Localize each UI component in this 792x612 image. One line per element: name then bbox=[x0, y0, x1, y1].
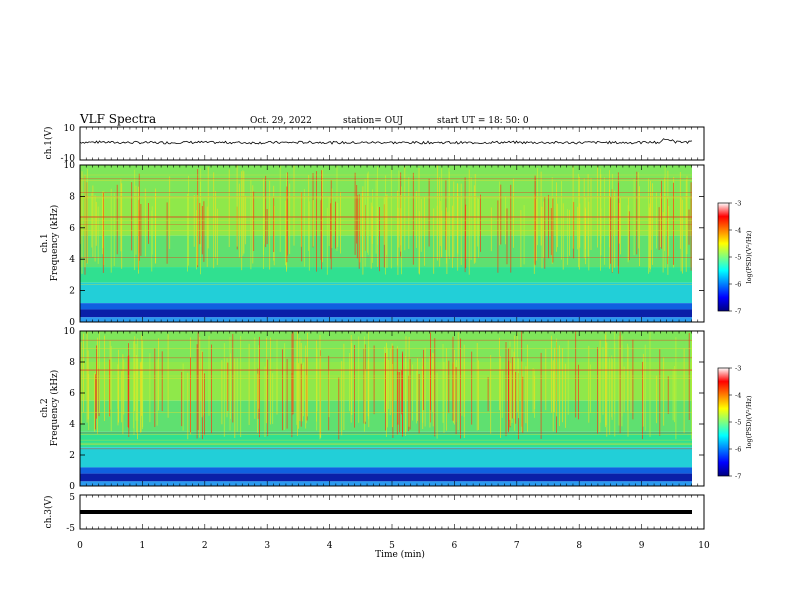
spectrogram-ytick: 4 bbox=[69, 420, 75, 430]
date-label: Oct. 29, 2022 bbox=[250, 116, 312, 126]
colorbar-tick-label: -7 bbox=[735, 473, 741, 481]
x-tick-label: 6 bbox=[452, 541, 458, 551]
spectrogram-ytick: 8 bbox=[69, 358, 75, 368]
spectrogram-ytick: 8 bbox=[69, 192, 75, 202]
ch1-ytick-top: 10 bbox=[64, 124, 76, 134]
ch2-colorbar-label: log(PSD)(V²/Hz) bbox=[745, 395, 753, 448]
x-tick-label: 9 bbox=[639, 541, 645, 551]
x-tick-label: 5 bbox=[389, 541, 395, 551]
ch2-colorbar-gradient bbox=[717, 367, 730, 477]
colorbar-tick-label: -4 bbox=[735, 392, 741, 400]
ch3-waveform-ylabel: ch.3(V) bbox=[43, 496, 54, 529]
spectrogram-ytick: 0 bbox=[69, 318, 75, 328]
ch2-spectrogram-ylabel-2: Frequency (kHz) bbox=[49, 370, 60, 447]
ch3-ytick-bottom: -5 bbox=[66, 524, 75, 534]
figure-title: VLF Spectra bbox=[79, 112, 156, 126]
ch1-waveform-line bbox=[79, 138, 693, 145]
x-tick-label: 10 bbox=[698, 541, 710, 551]
x-tick-label: 4 bbox=[327, 541, 333, 551]
colorbar-tick-label: -3 bbox=[735, 365, 741, 373]
x-tick-label: 1 bbox=[140, 541, 146, 551]
x-tick-label: 2 bbox=[202, 541, 208, 551]
ch2-colorbar: -3 -4 -5 -6 -7 log(PSD)(V²/Hz) bbox=[717, 365, 753, 481]
spectrogram-ytick: 10 bbox=[64, 161, 76, 171]
ch1-colorbar-label: log(PSD)(V²/Hz) bbox=[745, 230, 753, 283]
ch1-waveform-ylabel: ch.1(V) bbox=[43, 127, 54, 160]
ch1-colorbar: -3 -4 -5 -6 -7 log(PSD)(V²/Hz) bbox=[717, 200, 753, 316]
x-tick-label: 7 bbox=[514, 541, 520, 551]
colorbar-tick-label: -7 bbox=[735, 308, 741, 316]
colorbar-tick-label: -5 bbox=[735, 254, 741, 262]
station-label: station= OUJ bbox=[343, 116, 403, 126]
x-tick-label: 3 bbox=[264, 541, 270, 551]
colorbar-tick-label: -5 bbox=[735, 419, 741, 427]
colorbar-tick-label: -3 bbox=[735, 200, 741, 208]
colorbar-tick-label: -4 bbox=[735, 227, 741, 235]
ch1-spectrogram-panel: 0 2 4 6 8 10 ch.1 Frequency (kHz) bbox=[40, 161, 705, 328]
ch2-spectrogram-ylabel-1: ch.2 bbox=[40, 398, 50, 417]
x-tick-label: 0 bbox=[77, 541, 83, 551]
colorbar-tick-label: -6 bbox=[735, 281, 741, 289]
x-axis-ticks: 0 1 2 3 4 5 6 7 8 9 10 bbox=[77, 127, 710, 551]
spectrogram-ytick: 6 bbox=[69, 224, 75, 234]
ch1-ytick-bottom: -10 bbox=[61, 154, 76, 164]
ch1-colorbar-gradient bbox=[717, 202, 730, 312]
ch2-spectrogram-panel: 0 2 4 6 8 10 ch.2 Frequency (kHz) bbox=[40, 327, 705, 492]
x-tick-label: 8 bbox=[576, 541, 582, 551]
ch3-ytick-top: 5 bbox=[69, 493, 75, 503]
ch1-spectrogram-image bbox=[80, 165, 692, 322]
spectrogram-ytick: 6 bbox=[69, 389, 75, 399]
start-time-label: start UT = 18: 50: 0 bbox=[437, 116, 529, 126]
colorbar-tick-label: -6 bbox=[735, 446, 741, 454]
spectrogram-ytick: 4 bbox=[69, 255, 75, 265]
spectrogram-ytick: 10 bbox=[64, 327, 76, 337]
ch1-spectrogram-ylabel-1: ch.1 bbox=[40, 233, 50, 252]
spectrogram-ytick: 0 bbox=[69, 482, 75, 492]
x-axis-label: Time (min) bbox=[375, 549, 425, 560]
spectrogram-ytick: 2 bbox=[69, 451, 75, 461]
spectrogram-ytick: 2 bbox=[69, 287, 75, 297]
ch2-spectrogram-image bbox=[80, 331, 692, 486]
ch1-spectrogram-ylabel-2: Frequency (kHz) bbox=[49, 205, 60, 282]
